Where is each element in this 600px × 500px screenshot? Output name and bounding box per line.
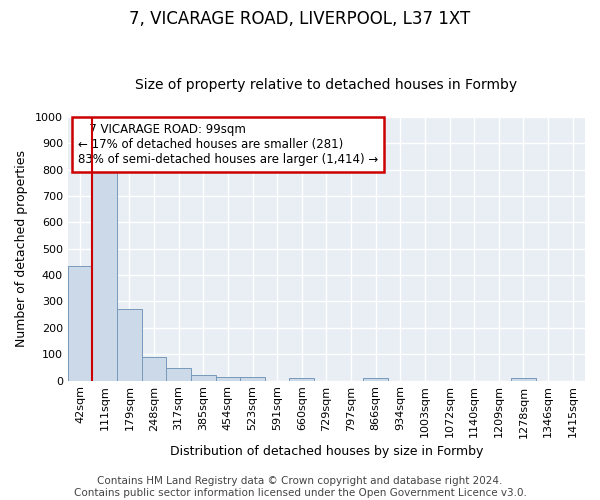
Bar	[166, 368, 191, 380]
Bar	[92, 164, 117, 380]
Bar	[511, 378, 536, 380]
Y-axis label: Number of detached properties: Number of detached properties	[15, 150, 28, 347]
Bar	[117, 310, 142, 380]
Bar	[240, 378, 265, 380]
Bar	[142, 357, 166, 380]
Bar	[364, 378, 388, 380]
Bar	[289, 378, 314, 380]
X-axis label: Distribution of detached houses by size in Formby: Distribution of detached houses by size …	[170, 444, 483, 458]
Bar	[68, 266, 92, 380]
Text: Contains HM Land Registry data © Crown copyright and database right 2024.
Contai: Contains HM Land Registry data © Crown c…	[74, 476, 526, 498]
Bar	[191, 374, 215, 380]
Title: Size of property relative to detached houses in Formby: Size of property relative to detached ho…	[136, 78, 517, 92]
Text: 7, VICARAGE ROAD, LIVERPOOL, L37 1XT: 7, VICARAGE ROAD, LIVERPOOL, L37 1XT	[130, 10, 470, 28]
Bar	[215, 376, 240, 380]
Text: 7 VICARAGE ROAD: 99sqm
← 17% of detached houses are smaller (281)
83% of semi-de: 7 VICARAGE ROAD: 99sqm ← 17% of detached…	[78, 124, 379, 166]
